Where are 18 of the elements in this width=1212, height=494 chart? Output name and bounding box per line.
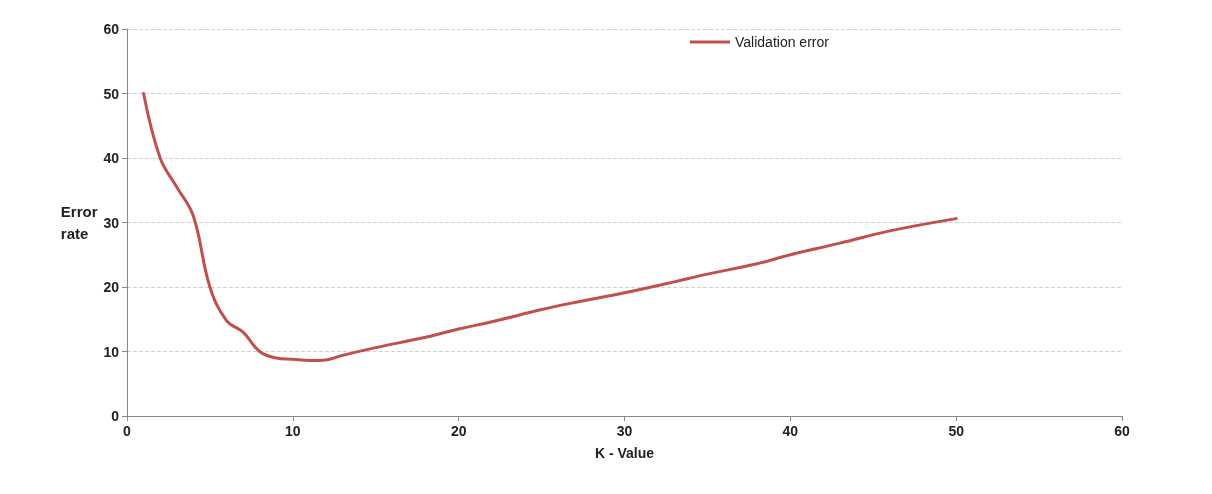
x-axis-title: K - Value — [594, 445, 655, 461]
y-tick-label: 0 — [111, 408, 120, 424]
y-tick-label: 60 — [103, 21, 120, 37]
legend-label: Validation error — [735, 34, 830, 50]
y-tick-label: 30 — [103, 214, 120, 231]
y-tick-label: 50 — [103, 85, 120, 102]
y-tick-label: 40 — [103, 150, 120, 166]
x-tick-label: 30 — [616, 423, 633, 439]
y-tick-label: 10 — [103, 343, 120, 360]
x-tick-label: 20 — [450, 423, 467, 439]
x-tick-label: 60 — [1114, 423, 1130, 439]
x-tick-label: 0 — [123, 423, 132, 439]
y-axis-title: Error rate — [60, 203, 98, 242]
x-tick-label: 40 — [782, 423, 799, 439]
x-tick-label: 50 — [948, 423, 965, 439]
line-series — [142, 92, 958, 363]
x-tick-label: 10 — [285, 423, 301, 439]
y-tick-label: 20 — [103, 279, 120, 295]
